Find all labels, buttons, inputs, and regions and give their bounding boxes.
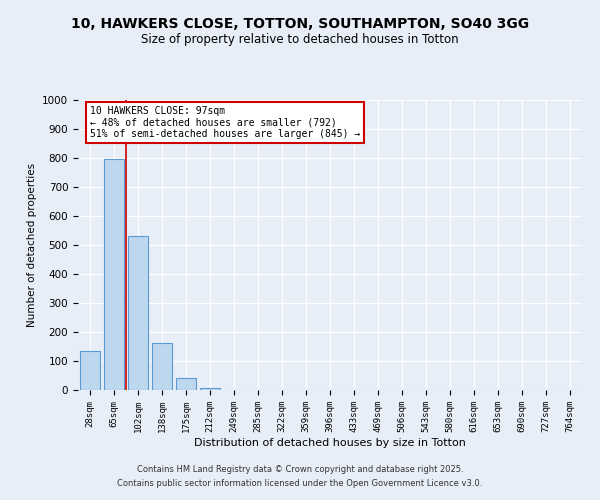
Y-axis label: Number of detached properties: Number of detached properties xyxy=(26,163,37,327)
Bar xyxy=(128,236,148,390)
Bar xyxy=(200,388,220,390)
Text: Contains HM Land Registry data © Crown copyright and database right 2025.
Contai: Contains HM Land Registry data © Crown c… xyxy=(118,466,482,487)
Text: 10 HAWKERS CLOSE: 97sqm
← 48% of detached houses are smaller (792)
51% of semi-d: 10 HAWKERS CLOSE: 97sqm ← 48% of detache… xyxy=(90,106,360,139)
Bar xyxy=(104,160,124,390)
Bar xyxy=(176,378,196,390)
X-axis label: Distribution of detached houses by size in Totton: Distribution of detached houses by size … xyxy=(194,438,466,448)
Bar xyxy=(152,343,172,390)
Bar xyxy=(80,351,100,390)
Text: 10, HAWKERS CLOSE, TOTTON, SOUTHAMPTON, SO40 3GG: 10, HAWKERS CLOSE, TOTTON, SOUTHAMPTON, … xyxy=(71,18,529,32)
Text: Size of property relative to detached houses in Totton: Size of property relative to detached ho… xyxy=(141,32,459,46)
